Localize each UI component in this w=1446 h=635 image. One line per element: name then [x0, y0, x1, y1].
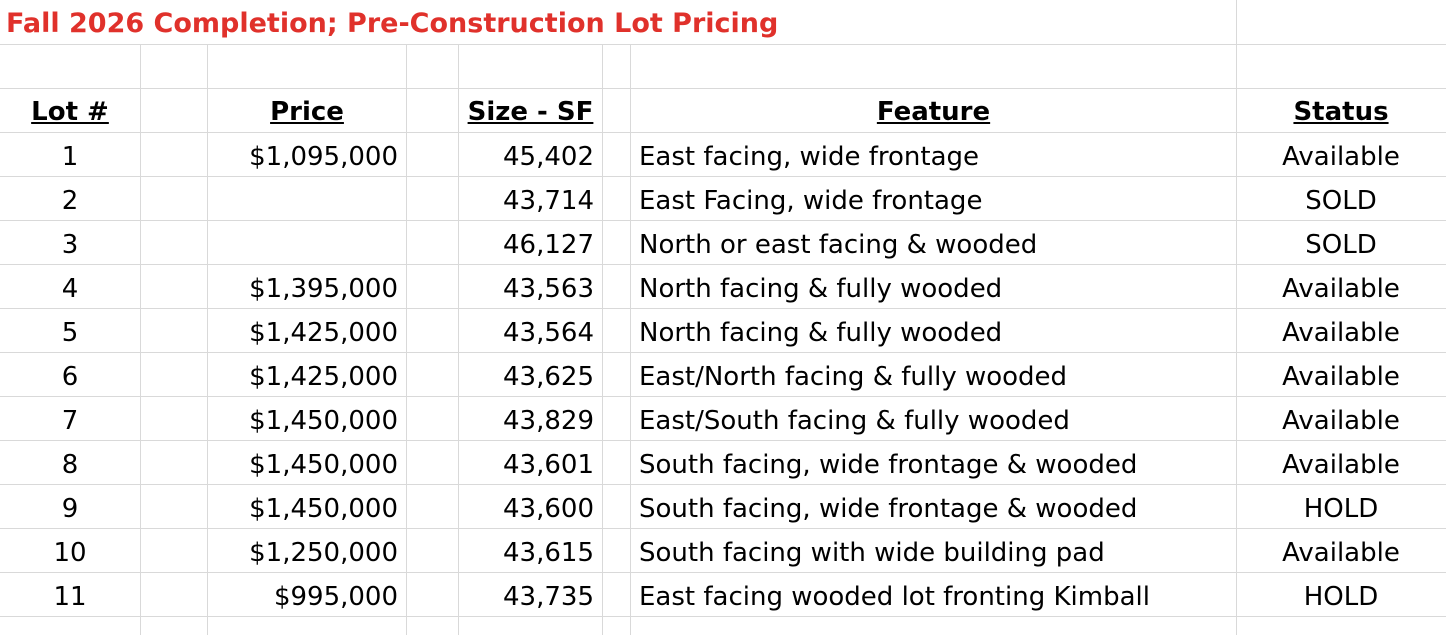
cell-status[interactable]: Available [1282, 318, 1400, 348]
grid-line [630, 44, 631, 635]
header-feature[interactable]: Feature [876, 97, 991, 127]
table-row: 8 $1,450,000 43,601 South facing, wide fron… [0, 443, 1446, 487]
cell-price[interactable]: $1,425,000 [249, 318, 398, 348]
cell-feature[interactable]: South facing, wide frontage & wooded [639, 450, 1138, 480]
grid-line [0, 308, 1446, 309]
cell-price[interactable]: $1,450,000 [249, 450, 398, 480]
cell-feature[interactable]: East/South facing & fully wooded [639, 406, 1070, 436]
header-status[interactable]: Status [1293, 97, 1389, 127]
cell-lot[interactable]: 4 [61, 274, 79, 304]
cell-status[interactable]: Available [1282, 142, 1400, 172]
cell-price[interactable]: $1,250,000 [249, 538, 398, 568]
header-lot[interactable]: Lot # [31, 97, 109, 127]
grid-line [0, 352, 1446, 353]
table-row: 4 $1,395,000 43,563 North facing & fully wo… [0, 267, 1446, 311]
cell-price[interactable]: $1,095,000 [249, 142, 398, 172]
grid-line [0, 220, 1446, 221]
table-row: 5 $1,425,000 43,564 North facing & fully wo… [0, 311, 1446, 355]
cell-lot[interactable]: 9 [61, 494, 79, 524]
cell-lot[interactable]: 8 [61, 450, 79, 480]
table-row: 11 $995,000 43,735 East facing wooded lot f… [0, 575, 1446, 619]
cell-size[interactable]: 43,601 [503, 450, 594, 480]
cell-lot[interactable]: 7 [61, 406, 79, 436]
cell-size[interactable]: 43,600 [503, 494, 594, 524]
cell-size[interactable]: 43,563 [503, 274, 594, 304]
cell-status[interactable]: Available [1282, 274, 1400, 304]
cell-size[interactable]: 43,564 [503, 318, 594, 348]
cell-size[interactable]: 43,735 [503, 582, 594, 612]
cell-status[interactable]: Available [1282, 450, 1400, 480]
cell-feature[interactable]: East Facing, wide frontage [639, 186, 983, 216]
cell-status[interactable]: HOLD [1303, 582, 1379, 612]
cell-price[interactable]: $1,450,000 [249, 494, 398, 524]
grid-line [0, 132, 1446, 133]
cell-size[interactable]: 43,714 [503, 186, 594, 216]
cell-feature[interactable]: North or east facing & wooded [639, 230, 1038, 260]
grid-line [1236, 0, 1237, 635]
cell-status[interactable]: SOLD [1305, 186, 1377, 216]
cell-feature[interactable]: East facing wooded lot fronting Kimball [639, 582, 1150, 612]
table-row: 6 $1,425,000 43,625 East/North facing & ful… [0, 355, 1446, 399]
grid-line [458, 44, 459, 635]
grid-line [0, 176, 1446, 177]
cell-price[interactable] [208, 179, 406, 223]
cell-price[interactable]: $1,450,000 [249, 406, 398, 436]
grid-line [406, 44, 407, 635]
cell-lot[interactable]: 5 [61, 318, 79, 348]
cell-size[interactable]: 43,625 [503, 362, 594, 392]
cell-feature[interactable]: South facing with wide building pad [639, 538, 1105, 568]
cell-size[interactable]: 43,829 [503, 406, 594, 436]
cell-size[interactable]: 46,127 [503, 230, 594, 260]
header-size[interactable]: Size - SF [467, 97, 594, 127]
cell-feature[interactable]: North facing & fully wooded [639, 318, 1003, 348]
cell-feature[interactable]: South facing, wide frontage & wooded [639, 494, 1138, 524]
table-row: 2 43,714 East Facing, wide frontage SOLD [0, 179, 1446, 223]
grid-line [0, 44, 1446, 45]
grid-line [207, 44, 208, 635]
grid-line [0, 440, 1446, 441]
cell-feature[interactable]: East/North facing & fully wooded [639, 362, 1068, 392]
cell-lot[interactable]: 2 [61, 186, 79, 216]
grid-line [0, 616, 1446, 617]
grid-line [602, 44, 603, 635]
cell-price[interactable]: $995,000 [273, 582, 398, 612]
grid-line [0, 88, 1446, 89]
cell-size[interactable]: 43,615 [503, 538, 594, 568]
grid-line [0, 264, 1446, 265]
grid-line [140, 44, 141, 635]
table-row: 7 $1,450,000 43,829 East/South facing & ful… [0, 399, 1446, 443]
cell-status[interactable]: HOLD [1303, 494, 1379, 524]
cell-lot[interactable]: 3 [61, 230, 79, 260]
cell-status[interactable]: Available [1282, 538, 1400, 568]
grid-line [0, 484, 1446, 485]
cell-lot[interactable]: 10 [53, 538, 87, 568]
sheet-title[interactable]: Fall 2026 Completion; Pre-Construction L… [6, 8, 779, 39]
cell-feature[interactable]: East facing, wide frontage [639, 142, 980, 172]
cell-status[interactable]: Available [1282, 406, 1400, 436]
grid-line [0, 528, 1446, 529]
grid-line [0, 572, 1446, 573]
cell-lot[interactable]: 6 [61, 362, 79, 392]
grid-line [0, 396, 1446, 397]
header-price[interactable]: Price [270, 97, 344, 127]
table-row: 9 $1,450,000 43,600 South facing, wide fron… [0, 487, 1446, 531]
cell-lot[interactable]: 11 [53, 582, 87, 612]
cell-lot[interactable]: 1 [61, 142, 79, 172]
cell-size[interactable]: 45,402 [503, 142, 594, 172]
cell-feature[interactable]: North facing & fully wooded [639, 274, 1003, 304]
cell-status[interactable]: SOLD [1305, 230, 1377, 260]
table-row: 1 $1,095,000 45,402 East facing, wide front… [0, 135, 1446, 179]
cell-price[interactable]: $1,425,000 [249, 362, 398, 392]
table-row: 10 $1,250,000 43,615 South facing with wide… [0, 531, 1446, 575]
table-row: 3 46,127 North or east facing & wooded SOLD [0, 223, 1446, 267]
cell-status[interactable]: Available [1282, 362, 1400, 392]
cell-price[interactable] [208, 223, 406, 267]
cell-price[interactable]: $1,395,000 [249, 274, 398, 304]
